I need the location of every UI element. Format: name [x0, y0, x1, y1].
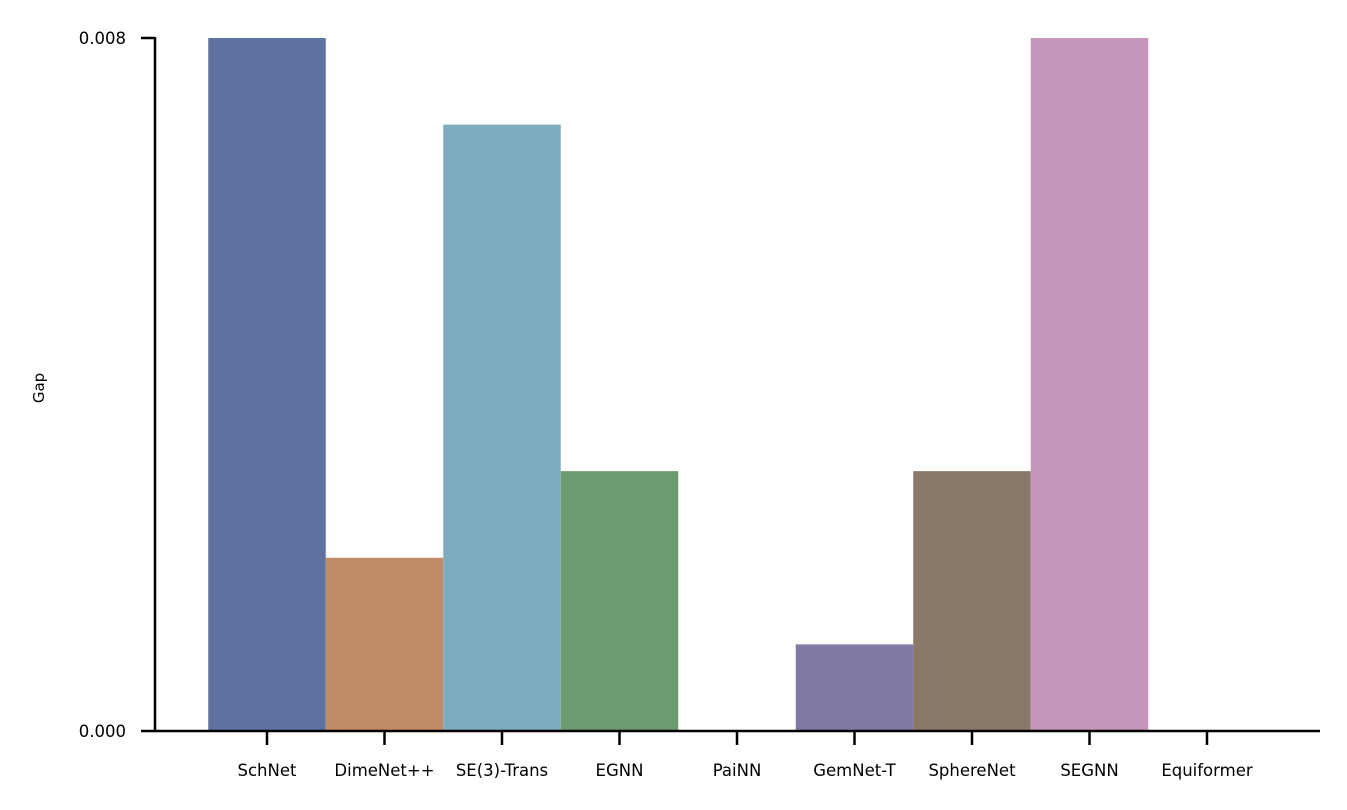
- y-axis-label: Gap: [30, 373, 48, 403]
- bar-dimenet: [325, 557, 444, 731]
- x-tick-label: SphereNet: [928, 761, 1016, 780]
- x-tick-label: EGNN: [596, 761, 644, 780]
- bar-schnet: [208, 38, 326, 731]
- x-tick-label: PaiNN: [713, 761, 762, 780]
- x-ticks-group: SchNet DimeNet++ SE(3)-Trans EGNN PaiNN GemNe…: [238, 731, 1253, 780]
- x-tick-label: SchNet: [238, 761, 297, 780]
- bar-se-3-trans: [443, 124, 561, 731]
- bar-egnn: [560, 471, 679, 731]
- y-ticks-group: 0.000 0.008: [79, 29, 155, 741]
- y-tick-label: 0.000: [79, 722, 126, 741]
- y-tick-label: 0.008: [79, 29, 126, 48]
- x-tick-label: SEGNN: [1060, 761, 1118, 780]
- x-tick-label: SE(3)-Trans: [456, 761, 548, 780]
- x-tick-label: DimeNet++: [334, 761, 434, 780]
- x-tick-label: GemNet-T: [813, 761, 896, 780]
- x-tick-label: Equiformer: [1161, 761, 1253, 780]
- bars-group: [208, 38, 1149, 731]
- bar-spherenet: [913, 471, 1031, 731]
- bar-segnn: [1030, 38, 1149, 731]
- bar-gemnet-t: [795, 644, 914, 731]
